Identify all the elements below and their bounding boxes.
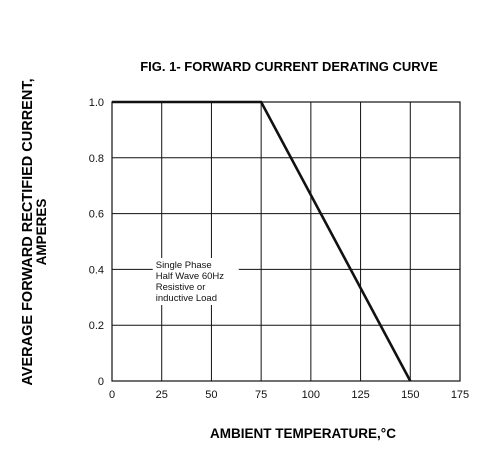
x-tick-labels: 0 25 50 75 100 125 150 175 [109, 389, 469, 401]
y-axis-label: AVERAGE FORWARD RECTIFIED CURRENT, AMPER… [20, 78, 49, 385]
y-tick-labels: 0 0.2 0.4 0.6 0.8 1.0 [89, 97, 104, 388]
x-axis-label: AMBIENT TEMPERATURE,°C [210, 426, 396, 441]
annotation-line-2: Resistive or [156, 282, 206, 293]
x-tick-label-2: 50 [205, 389, 217, 401]
y-axis-label-line-1: AVERAGE FORWARD RECTIFIED CURRENT, [20, 78, 36, 385]
x-tick-label-0: 0 [109, 389, 115, 401]
series [111, 100, 412, 382]
plot-frame [111, 101, 461, 382]
annotation-line-1: Half Wave 60Hz [156, 271, 225, 282]
y-tick-label-4: 0.8 [89, 153, 104, 165]
y-tick-label-1: 0.2 [89, 320, 104, 332]
annotation-line-3: inductive Load [156, 293, 217, 304]
x-tick-label-3: 75 [255, 389, 267, 401]
y-tick-label-2: 0.4 [89, 264, 104, 276]
y-axis-label-line-2: AMPERES [34, 199, 49, 266]
y-tick-label-3: 0.6 [89, 209, 104, 221]
grid [112, 102, 460, 381]
x-tick-label-7: 175 [451, 389, 469, 401]
y-tick-label-5: 1.0 [89, 97, 104, 109]
x-tick-label-6: 150 [401, 389, 419, 401]
x-tick-label-4: 100 [302, 389, 320, 401]
annotation-line-0: Single Phase [156, 260, 212, 271]
x-tick-label-5: 125 [351, 389, 369, 401]
y-tick-label-0: 0 [98, 376, 104, 388]
chart-title: FIG. 1- FORWARD CURRENT DERATING CURVE [140, 59, 438, 74]
annotation-background [152, 258, 239, 306]
x-tick-label-1: 25 [156, 389, 168, 401]
